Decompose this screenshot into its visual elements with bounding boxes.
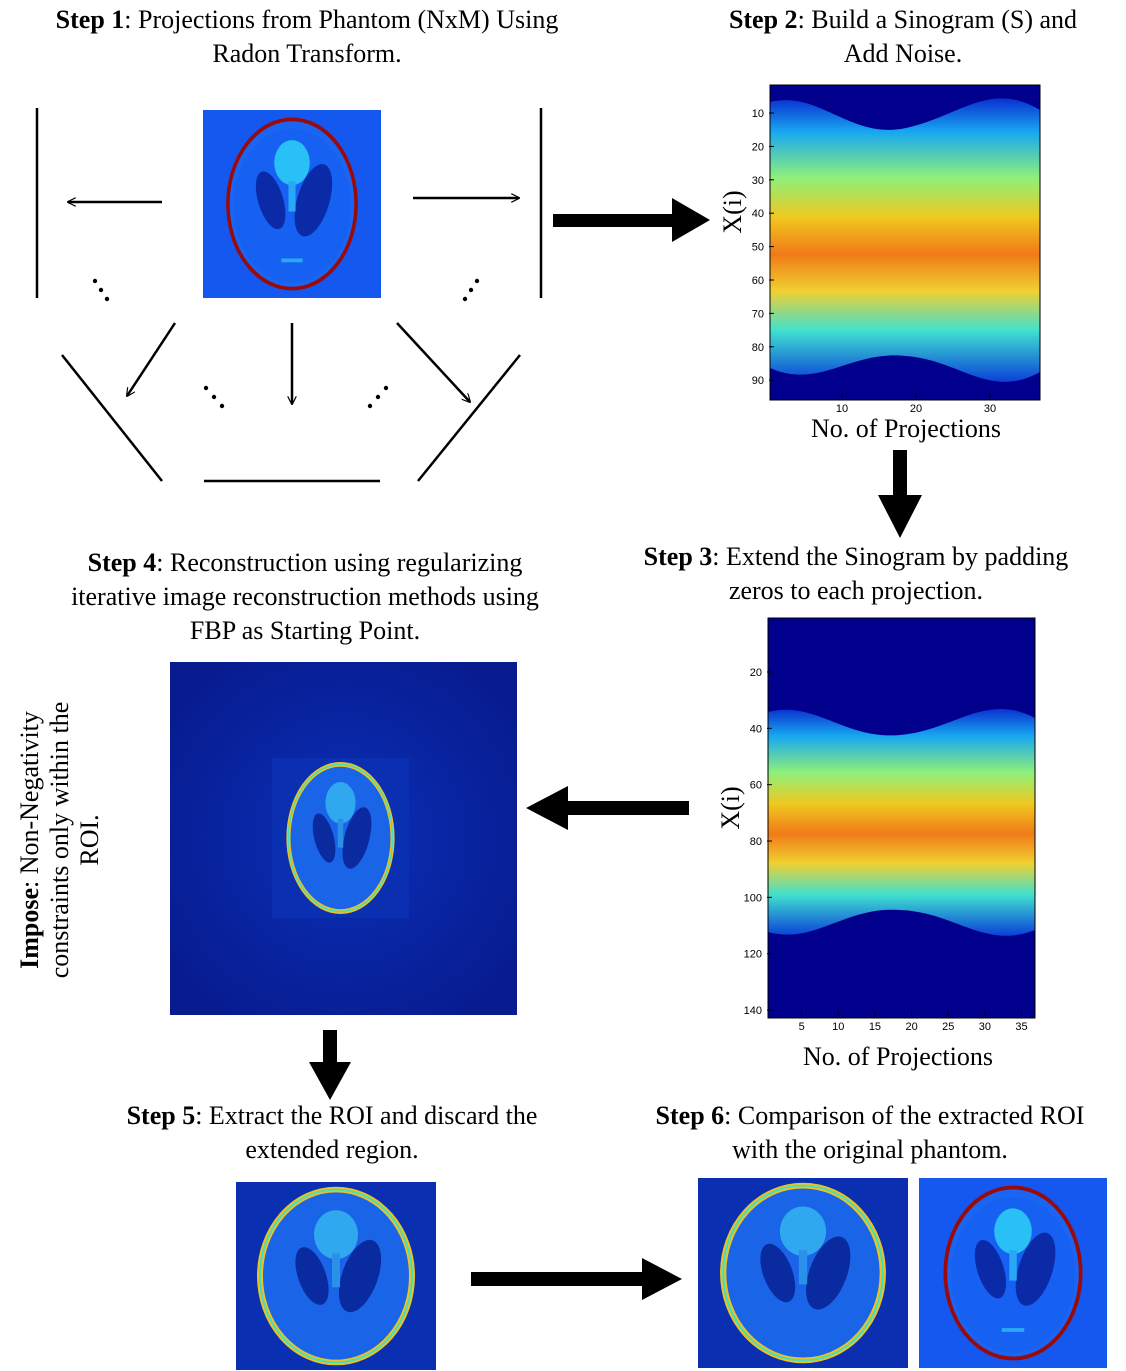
x-tick-label: 5 (799, 1021, 805, 1033)
caption-label: Step 4 (88, 548, 157, 577)
projection-line (62, 355, 162, 481)
caption-line: Add Noise. (844, 39, 962, 68)
caption-text: : Extend the Sinogram by padding (712, 542, 1068, 571)
x-tick-label: 25 (942, 1021, 954, 1033)
y-tick-label: 80 (750, 836, 762, 848)
y-tick-label: 120 (744, 949, 762, 961)
caption-text: zeros to each projection. (729, 576, 983, 605)
caption-line: with the original phantom. (732, 1135, 1008, 1164)
y-tick-label: 80 (752, 342, 764, 354)
caption-text: ROI. (75, 814, 104, 865)
arrow (397, 323, 470, 402)
x-axis-label: No. of Projections (803, 1042, 993, 1071)
caption-text: FBP as Starting Point. (190, 616, 420, 645)
x-axis-label: No. of Projections (811, 414, 1001, 443)
y-tick-label: 30 (752, 175, 764, 187)
caption-line: Step 5: Extract the ROI and discard the (127, 1101, 538, 1130)
caption-text: constraints only within the (45, 702, 74, 979)
sinogram-band (770, 98, 1040, 382)
x-tick-label: 35 (1015, 1021, 1027, 1033)
ellipsis-dots (93, 279, 479, 408)
caption-label: Step 1 (56, 5, 125, 34)
y-tick-label: 60 (750, 780, 762, 792)
phantom-image (203, 110, 381, 298)
arrow (127, 323, 175, 396)
caption-text: : Reconstruction using regularizing (156, 548, 522, 577)
caption-line: extended region. (245, 1135, 418, 1164)
reconstruction-roi (272, 758, 409, 918)
caption-text: : Projections from Phantom (NxM) Using (124, 5, 558, 34)
projection-line (418, 355, 520, 481)
y-tick-label: 20 (750, 667, 762, 679)
y-tick-label: 140 (744, 1005, 762, 1017)
caption-text: Add Noise. (844, 39, 962, 68)
y-axis-label: X(i) (716, 786, 745, 829)
x-tick-label: 20 (905, 1021, 917, 1033)
caption-line: iterative image reconstruction methods u… (71, 582, 539, 611)
caption-text: : Non-Negativity (15, 711, 44, 888)
caption-text: iterative image reconstruction methods u… (71, 582, 539, 611)
y-tick-label: 10 (752, 108, 764, 120)
caption-line: Step 4: Reconstruction using regularizin… (88, 548, 523, 577)
caption-line: zeros to each projection. (729, 576, 983, 605)
caption-label: Step 5 (127, 1101, 196, 1130)
y-tick-label: 40 (750, 723, 762, 735)
y-tick-label: 90 (752, 375, 764, 387)
caption-line: Step 2: Build a Sinogram (S) and (729, 5, 1077, 34)
x-tick-label: 30 (979, 1021, 991, 1033)
caption-label: Step 2 (729, 5, 798, 34)
roi-image (698, 1178, 908, 1368)
roi-image (236, 1182, 436, 1370)
caption-line: Impose: Non-Negativity (15, 711, 44, 969)
caption-line: Step 6: Comparison of the extracted ROI (656, 1101, 1085, 1130)
caption-line: Radon Transform. (212, 39, 401, 68)
x-tick-label: 10 (832, 1021, 844, 1033)
phantom-image (919, 1178, 1107, 1368)
x-tick-label: 15 (869, 1021, 881, 1033)
y-tick-label: 50 (752, 242, 764, 254)
y-tick-label: 70 (752, 308, 764, 320)
caption-text: : Build a Sinogram (S) and (798, 5, 1077, 34)
caption-line: constraints only within the (45, 702, 74, 979)
caption-text: Radon Transform. (212, 39, 401, 68)
caption-label: Step 3 (644, 542, 713, 571)
caption-text: with the original phantom. (732, 1135, 1008, 1164)
caption-line: Step 3: Extend the Sinogram by padding (644, 542, 1069, 571)
caption-text: : Extract the ROI and discard the (195, 1101, 537, 1130)
y-tick-label: 60 (752, 275, 764, 287)
caption-text: extended region. (245, 1135, 418, 1164)
y-axis-label: X(i) (718, 190, 747, 233)
caption-label: Step 6 (656, 1101, 725, 1130)
caption-line: Step 1: Projections from Phantom (NxM) U… (56, 5, 559, 34)
caption-label: Impose (15, 888, 44, 969)
y-tick-label: 100 (744, 892, 762, 904)
diagram: Step 1: Projections from Phantom (NxM) U… (0, 0, 1126, 1371)
caption-line: FBP as Starting Point. (190, 616, 420, 645)
sinogram-band (768, 709, 1035, 936)
caption-text: : Comparison of the extracted ROI (724, 1101, 1084, 1130)
y-tick-label: 40 (752, 208, 764, 220)
caption-line: ROI. (75, 814, 104, 865)
y-tick-label: 20 (752, 141, 764, 153)
